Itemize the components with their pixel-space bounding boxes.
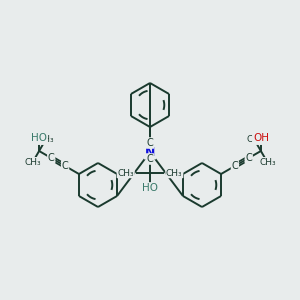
Text: CH₃: CH₃ bbox=[37, 135, 54, 144]
Text: HO: HO bbox=[31, 133, 47, 143]
Text: CH₃: CH₃ bbox=[259, 158, 276, 167]
Text: CH₃: CH₃ bbox=[166, 169, 183, 178]
Text: HO: HO bbox=[142, 183, 158, 193]
Text: CH₃: CH₃ bbox=[117, 169, 134, 178]
Text: C: C bbox=[232, 161, 238, 171]
Text: C: C bbox=[147, 138, 153, 148]
Text: C: C bbox=[48, 153, 55, 163]
Text: N: N bbox=[145, 146, 155, 158]
Text: OH: OH bbox=[253, 133, 269, 143]
Text: C: C bbox=[62, 161, 68, 171]
Text: C: C bbox=[147, 154, 153, 164]
Text: CH₃: CH₃ bbox=[246, 135, 263, 144]
Text: C: C bbox=[245, 153, 252, 163]
Text: CH₃: CH₃ bbox=[24, 158, 41, 167]
